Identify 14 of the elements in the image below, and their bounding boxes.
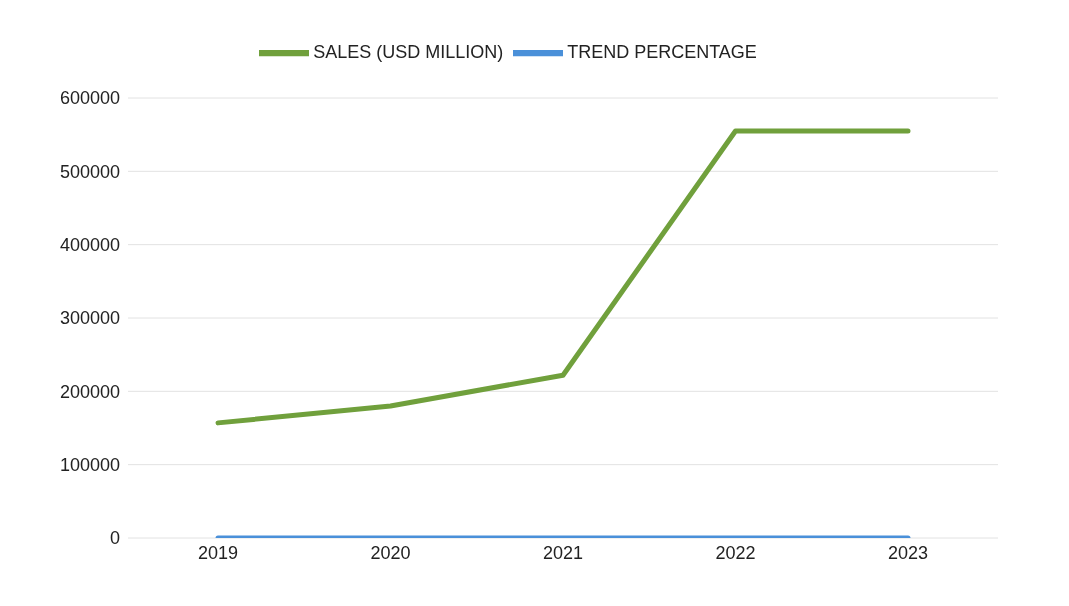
- y-tick-label: 400000: [59, 235, 120, 256]
- x-tick-label: 2021: [542, 542, 584, 563]
- x-tick-label: 2019: [197, 542, 239, 563]
- x-tick-label: 2022: [715, 542, 756, 563]
- y-tick-label: 100000: [59, 455, 120, 476]
- y-tick-label: 0: [109, 528, 120, 549]
- y-tick-label: 500000: [59, 161, 120, 182]
- x-tick-label: 2020: [370, 542, 411, 563]
- y-tick-label: 300000: [59, 308, 120, 329]
- legend-label: TREND PERCENTAGE: [567, 41, 757, 62]
- legend-label: SALES (USD MILLION): [313, 41, 504, 62]
- x-tick-label: 2023: [887, 542, 929, 563]
- y-tick-label: 600000: [59, 88, 120, 109]
- y-tick-label: 200000: [59, 381, 120, 402]
